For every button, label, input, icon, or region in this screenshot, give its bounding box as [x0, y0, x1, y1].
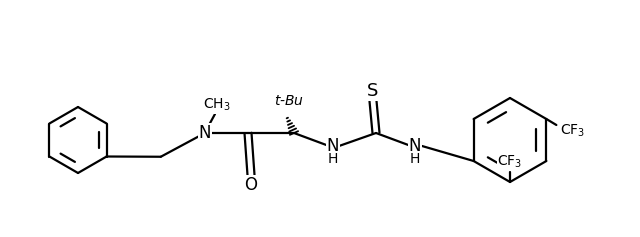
- Text: CF$_3$: CF$_3$: [560, 123, 585, 139]
- Text: H: H: [328, 152, 338, 166]
- Text: N: N: [199, 124, 211, 142]
- Text: H: H: [410, 152, 420, 166]
- Text: N: N: [409, 137, 421, 155]
- Text: O: O: [244, 176, 257, 194]
- Text: N: N: [327, 137, 339, 155]
- Text: S: S: [367, 82, 379, 100]
- Text: CF$_3$: CF$_3$: [497, 154, 523, 170]
- Text: CH$_3$: CH$_3$: [203, 97, 231, 113]
- Text: $t$-Bu: $t$-Bu: [274, 94, 304, 108]
